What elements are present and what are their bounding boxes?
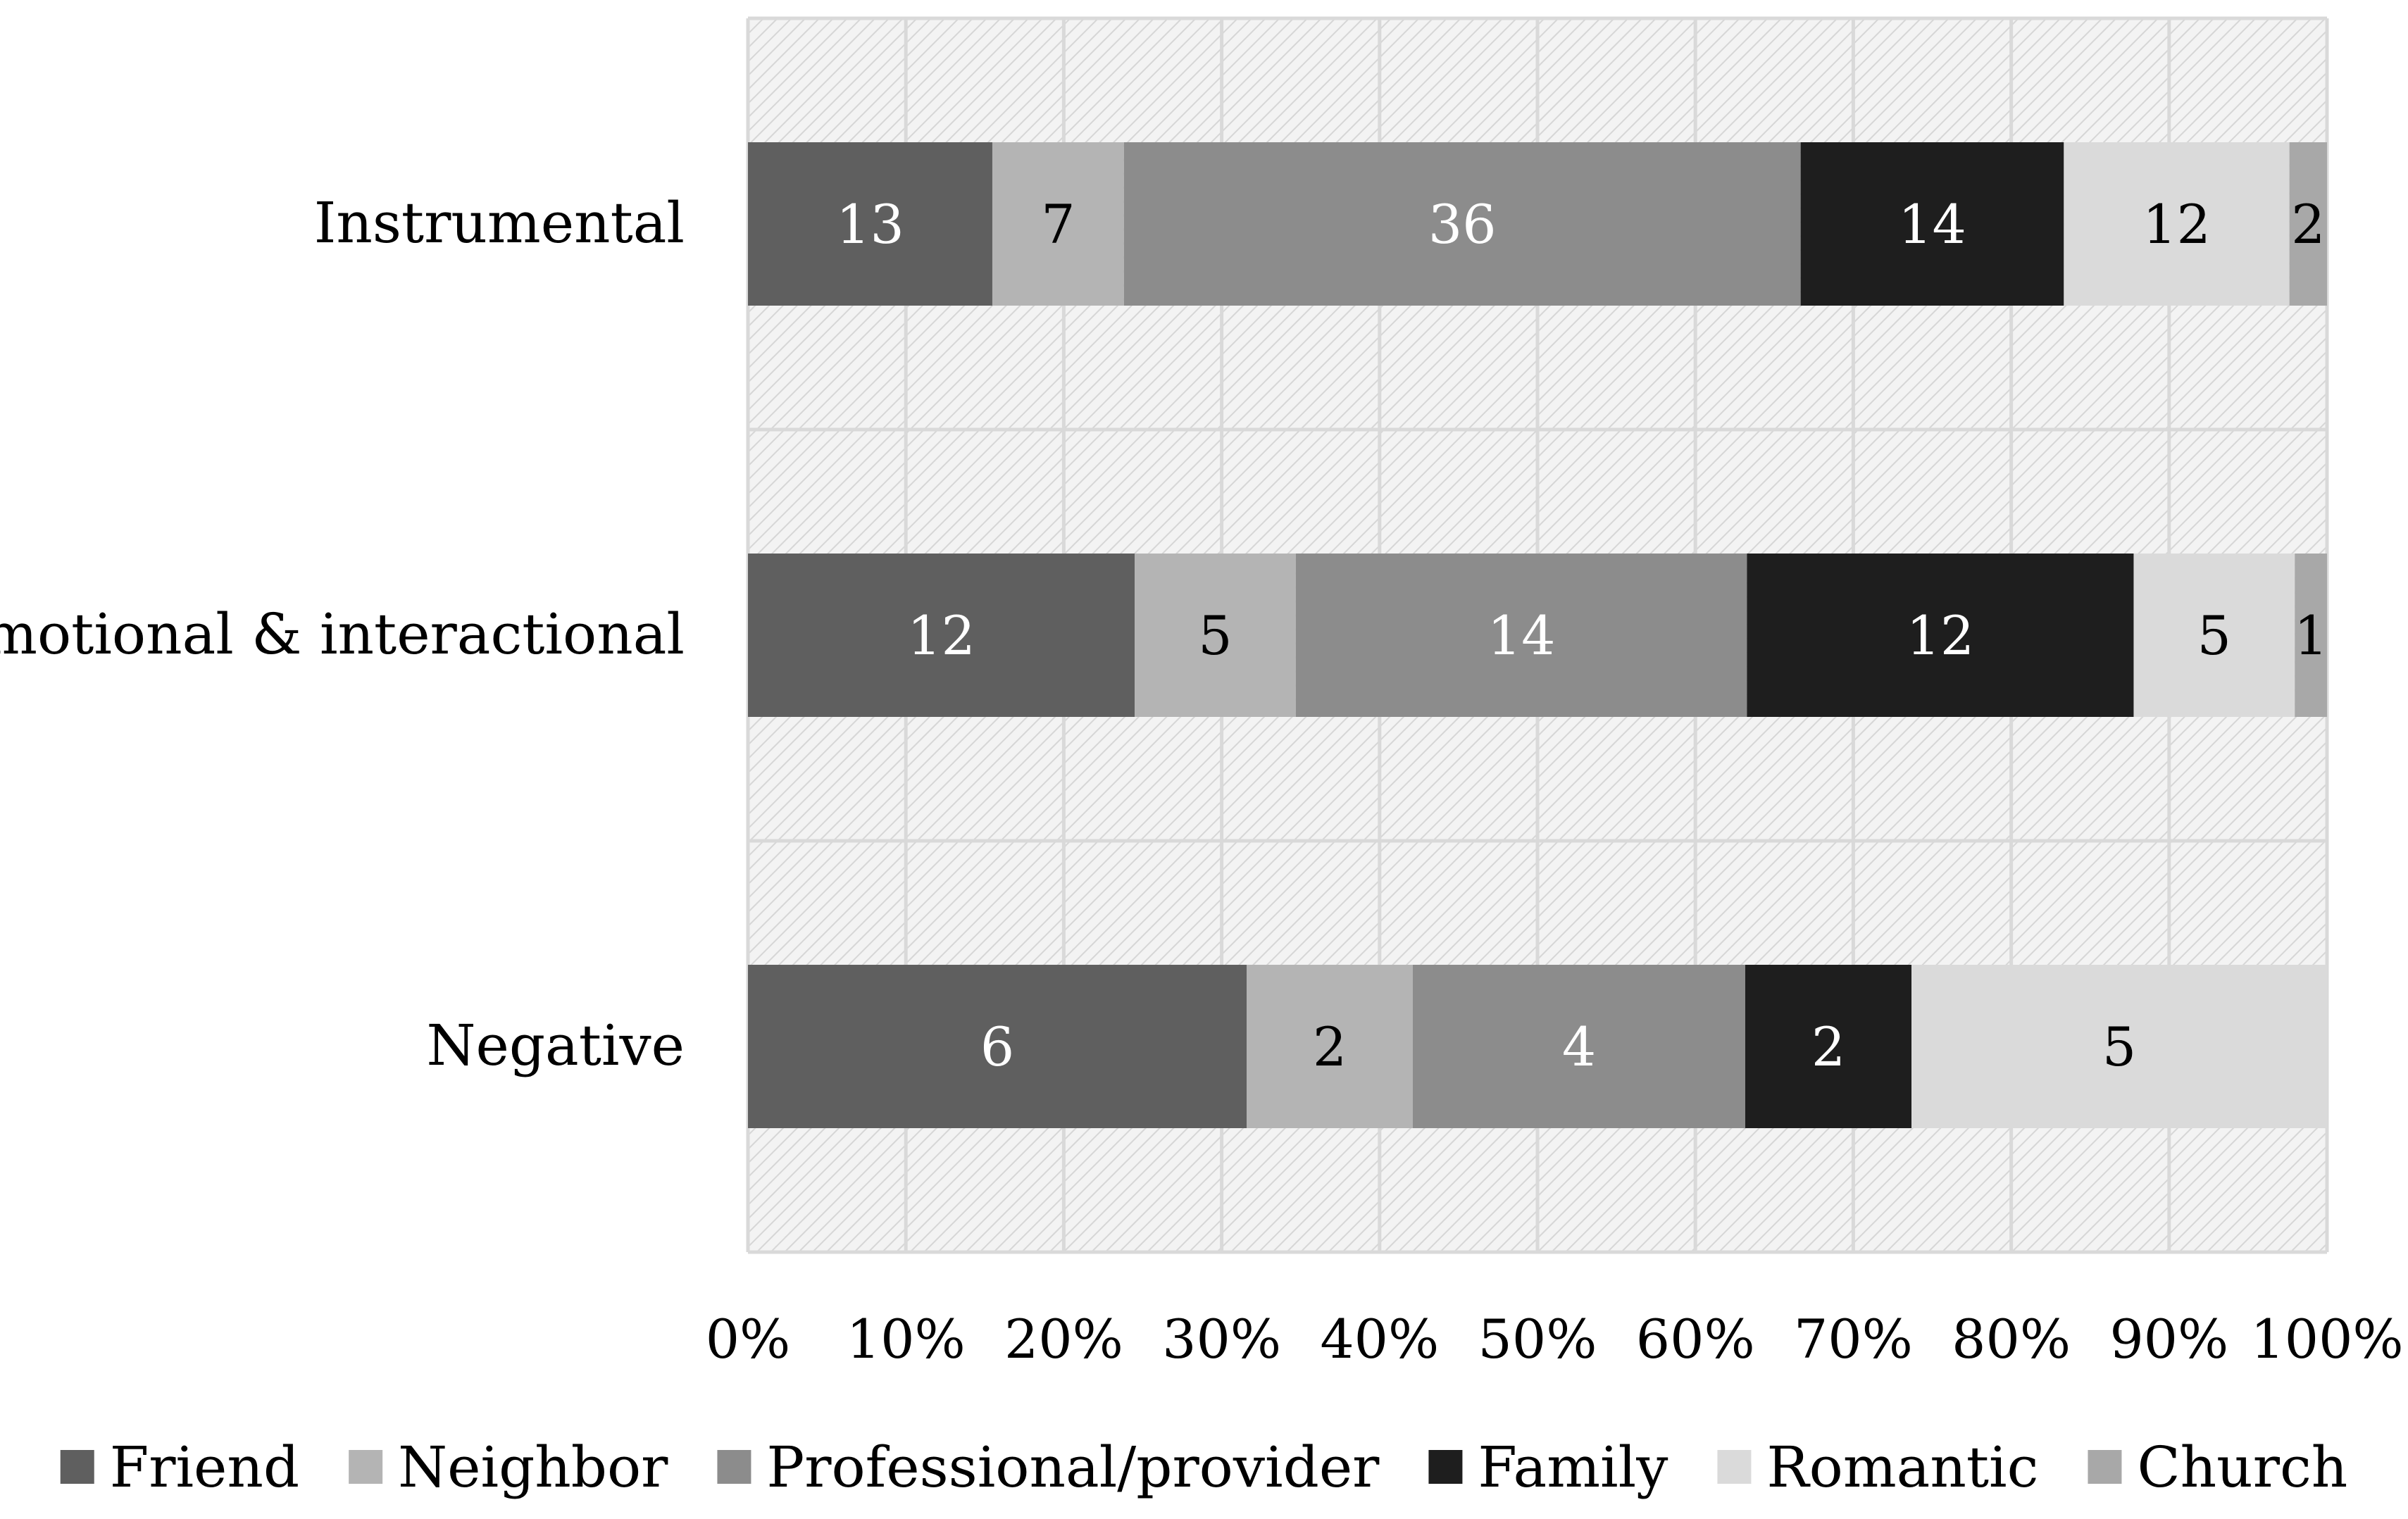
legend-label: Family — [1478, 1434, 1668, 1500]
data-label-neighbor: 2 — [1313, 1015, 1347, 1078]
x-tick-label: 70% — [1794, 1308, 1913, 1370]
legend-label: Neighbor — [398, 1434, 668, 1500]
bar-segment-romantic — [1911, 965, 2327, 1128]
data-label-professional-provider: 14 — [1487, 604, 1556, 667]
data-label-romantic: 12 — [2142, 193, 2211, 256]
bar-segment-church — [2295, 554, 2327, 717]
data-label-friend: 6 — [980, 1015, 1014, 1078]
x-tick-label: 60% — [1636, 1308, 1755, 1370]
bar-segment-romantic — [2064, 142, 2290, 306]
data-label-friend: 13 — [836, 193, 904, 256]
bar-segment-neighbor — [1247, 965, 1413, 1128]
x-tick-label: 50% — [1478, 1308, 1597, 1370]
bar-segment-friend — [748, 965, 1247, 1128]
x-tick-label: 20% — [1004, 1308, 1123, 1370]
bar-segment-family — [1747, 554, 2134, 717]
bar-segment-professional-provider — [1123, 142, 1801, 306]
data-label-family: 14 — [1898, 193, 1966, 256]
legend-label: Romantic — [1766, 1434, 2038, 1500]
category-label: Emotional & interactional — [0, 601, 685, 667]
x-tick-label: 40% — [1320, 1308, 1439, 1370]
data-label-neighbor: 7 — [1041, 193, 1075, 256]
x-tick-label: 0% — [706, 1308, 791, 1370]
data-label-neighbor: 5 — [1198, 604, 1232, 667]
data-label-professional-provider: 36 — [1428, 193, 1497, 256]
bar-segment-romantic — [2133, 554, 2295, 717]
x-tick-label: 100% — [2250, 1308, 2403, 1370]
legend-swatch — [1428, 1450, 1463, 1484]
bar-segment-friend — [748, 554, 1135, 717]
data-label-church: 1 — [2294, 604, 2328, 667]
legend-swatch — [717, 1450, 751, 1484]
legend-swatch — [60, 1450, 94, 1484]
bar-segment-neighbor — [1135, 554, 1296, 717]
legend-label: Friend — [110, 1434, 299, 1500]
x-tick-label: 30% — [1162, 1308, 1281, 1370]
legend-swatch — [1717, 1450, 1752, 1484]
x-tick-label: 80% — [1952, 1308, 2071, 1370]
data-label-family: 2 — [1811, 1015, 1845, 1078]
bar-segment-professional-provider — [1295, 554, 1747, 717]
data-label-professional-provider: 4 — [1562, 1015, 1596, 1078]
data-label-romantic: 5 — [2102, 1015, 2136, 1078]
bar-segment-family — [1800, 142, 2064, 306]
data-label-romantic: 5 — [2197, 604, 2231, 667]
category-label: Instrumental — [314, 190, 685, 256]
data-label-family: 12 — [1907, 604, 1975, 667]
bar-segment-church — [2289, 142, 2327, 306]
legend-item-friend: Friend — [60, 1434, 299, 1500]
category-label: Negative — [426, 1013, 685, 1078]
bar-segment-friend — [748, 142, 992, 306]
legend-item-romantic: Romantic — [1717, 1434, 2038, 1500]
x-tick-label: 10% — [847, 1308, 966, 1370]
legend-item-professional-provider: Professional/provider — [717, 1434, 1380, 1500]
legend-label: Church — [2137, 1434, 2347, 1500]
data-label-friend: 12 — [907, 604, 975, 667]
bar-segment-family — [1745, 965, 1911, 1128]
x-tick-label: 90% — [2109, 1308, 2228, 1370]
bar-segment-neighbor — [992, 142, 1124, 306]
legend-item-church: Church — [2088, 1434, 2347, 1500]
legend-item-neighbor: Neighbor — [349, 1434, 668, 1500]
legend-swatch — [2088, 1450, 2122, 1484]
legend-label: Professional/provider — [766, 1434, 1380, 1500]
data-label-church: 2 — [2291, 193, 2325, 256]
legend-item-family: Family — [1428, 1434, 1668, 1500]
legend-swatch — [349, 1450, 383, 1484]
bar-segment-professional-provider — [1413, 965, 1745, 1128]
